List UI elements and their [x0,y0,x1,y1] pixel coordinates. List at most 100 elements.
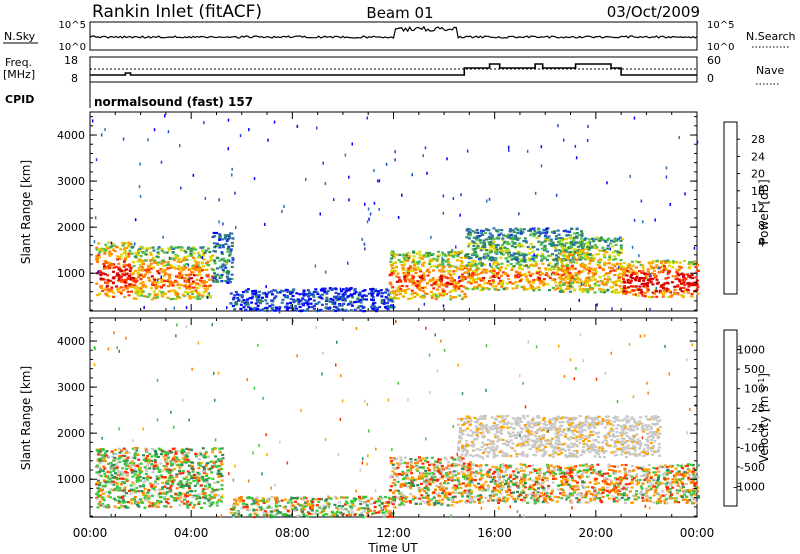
data-cell [121,273,125,276]
data-cell [391,291,394,295]
data-cell [453,487,457,490]
data-cell [390,304,393,307]
data-cell [152,467,156,470]
data-cell [164,452,168,455]
data-cell [311,506,314,509]
data-cell [109,468,113,471]
data-cell [509,229,513,232]
data-cell [452,470,456,473]
data-cell [366,116,368,120]
data-cell [588,268,591,271]
data-cell [481,245,485,248]
data-cell [344,293,347,296]
data-cell [574,242,578,245]
data-cell [139,247,143,250]
data-cell [599,236,603,239]
data-cell [262,508,266,511]
data-cell [570,227,574,230]
data-cell [96,481,100,484]
data-cell [430,498,434,501]
data-cell [115,285,119,288]
data-cell [183,493,187,496]
data-cell [131,456,134,459]
data-cell [633,116,636,120]
data-cell [101,448,105,451]
data-cell [95,256,99,259]
data-cell [144,494,148,497]
data-cell [425,292,429,295]
data-cell [150,504,154,507]
data-cell [179,249,183,252]
data-cell [327,502,331,505]
data-cell [417,475,421,478]
data-cell [199,484,203,487]
data-cell [682,281,685,284]
data-cell [128,275,131,278]
data-cell [403,275,407,278]
data-cell [544,237,548,240]
data-cell [565,234,569,237]
data-cell [524,253,528,257]
data-cell [160,291,164,294]
data-cell [459,260,463,263]
data-cell [538,282,542,285]
data-cell [518,254,522,257]
data-cell [384,296,388,299]
data-cell [424,479,428,482]
data-cell [292,508,296,511]
data-cell [153,502,157,505]
data-cell [107,506,111,509]
data-cell [153,464,156,467]
data-cell [98,270,102,273]
data-cell [534,264,538,267]
data-cell [245,505,249,508]
data-cell [117,273,121,277]
data-cell [561,259,565,262]
data-cell [518,258,522,261]
data-cell [533,253,535,257]
data-cell [473,273,477,276]
data-cell [99,284,103,288]
data-cell [646,284,649,287]
data-cell [566,276,570,279]
data-cell [488,248,492,251]
data-cell [340,304,344,307]
data-cell [320,303,324,306]
data-cell [581,283,585,286]
power-colorbar-label: Power [dB] [757,179,771,244]
data-cell [231,167,233,171]
data-cell [156,466,160,469]
data-cell [186,293,190,296]
data-cell [453,479,457,482]
data-cell [125,472,129,475]
data-cell [199,256,203,259]
data-cell [492,227,496,230]
data-cell [569,261,573,264]
data-cell [172,259,176,262]
data-cell [244,303,248,306]
data-cell [203,468,206,471]
data-cell [156,467,159,470]
data-cell [416,280,420,283]
data-cell [284,507,288,510]
data-cell [150,267,154,270]
data-cell [197,458,201,461]
data-cell [202,480,206,483]
data-cell [560,278,564,281]
data-cell [625,274,629,277]
data-cell [209,460,213,463]
data-cell [119,270,123,273]
data-cell [111,276,115,279]
data-cell [673,291,677,294]
data-cell [144,467,148,471]
data-cell [409,458,413,461]
data-cell [405,472,409,475]
data-cell [211,501,215,504]
data-cell [542,284,546,287]
data-cell [614,288,618,291]
data-cell [421,500,425,503]
data-cell [542,278,546,281]
data-cell [178,504,182,507]
data-cell [471,281,475,284]
data-cell [673,293,676,296]
